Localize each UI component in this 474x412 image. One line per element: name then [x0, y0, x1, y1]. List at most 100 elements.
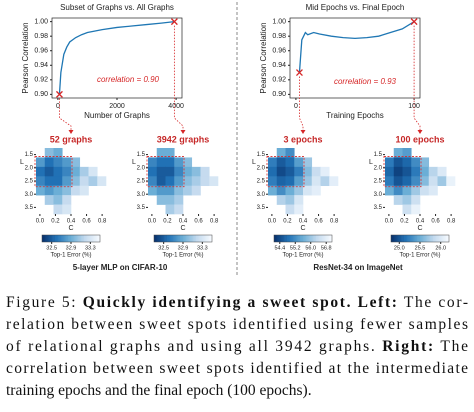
colorbar-step	[424, 235, 427, 242]
colorbar-step	[207, 235, 210, 242]
heatmap-cell	[329, 176, 339, 187]
y-tick-label: 1.00	[272, 18, 286, 25]
colorbar-step	[327, 235, 330, 242]
sweet-spot-box	[383, 156, 422, 188]
heatmap-cell	[437, 176, 447, 187]
colorbar-tick-label: 33.3	[197, 245, 208, 251]
colorbar-step	[161, 235, 163, 242]
colorbar-step	[175, 235, 178, 242]
colorbar-step	[324, 235, 327, 242]
heatmap-cell	[62, 157, 72, 168]
y-tick-label: 0.96	[34, 48, 48, 55]
caption-line: correlation between sweet spots identifi…	[6, 360, 468, 377]
colorbar-step	[57, 235, 60, 242]
colorbar-step	[307, 235, 310, 242]
x-tick-label: 4000	[168, 103, 184, 110]
heatmap-cell	[420, 185, 430, 196]
heatmap-cell	[303, 176, 313, 187]
colorbar-step	[178, 235, 181, 242]
arrow-head	[68, 130, 74, 134]
heatmap-cell	[148, 166, 158, 177]
colorbar-label: Top-1 Error (%)	[399, 253, 440, 259]
heatmap-cell	[79, 176, 89, 187]
y-axis-label: L	[369, 159, 373, 166]
colorbar-step	[443, 235, 445, 242]
colorbar-step	[168, 235, 171, 242]
heatmap-cell	[62, 195, 72, 205]
colorbar-step	[435, 235, 438, 242]
colorbar-step	[395, 235, 398, 242]
heatmap-cell	[44, 185, 54, 196]
data-line	[58, 20, 175, 95]
colorbar-step	[44, 235, 47, 242]
caption-segment: training epochs and the final epoch (100…	[6, 382, 312, 399]
colorbar-step	[159, 235, 162, 242]
heatmap-cell	[156, 166, 166, 177]
colorbar-step	[405, 235, 408, 242]
caption-line: training epochs and the final epoch (100…	[6, 382, 312, 399]
colorbar-step	[155, 235, 158, 242]
heatmap-cell	[174, 176, 184, 187]
colorbar-label: Top-1 Error (%)	[162, 253, 203, 259]
heatmap-cell	[209, 176, 219, 187]
arrow-head	[417, 130, 423, 134]
colorbar-step	[414, 235, 416, 242]
heatmap-cell	[402, 166, 412, 177]
colorbar-step	[73, 235, 76, 242]
colorbar-step	[401, 235, 403, 242]
heatmap-cell	[402, 185, 412, 196]
colorbar-step	[193, 235, 195, 242]
heatmap-cell	[393, 185, 403, 196]
colorbar-step	[156, 235, 159, 242]
colorbar-step	[89, 235, 92, 242]
colorbar-step	[326, 235, 328, 242]
data-line	[298, 21, 415, 73]
heatmap-cell	[71, 176, 81, 187]
y-tick-label: 2.5	[257, 179, 266, 185]
colorbar-step	[71, 235, 73, 242]
heatmap-cell	[165, 148, 175, 158]
colorbar-step	[409, 235, 412, 242]
colorbar-step	[63, 235, 66, 242]
y-tick-label: 0.96	[272, 48, 286, 55]
colorbar-step	[49, 235, 51, 242]
heatmap-cell	[36, 185, 46, 196]
colorbar-step	[421, 235, 424, 242]
x-tick-label: 0.8	[98, 219, 107, 225]
colorbar-tick-label: 54.4	[274, 245, 285, 251]
panel-label: ResNet-34 on ImageNet	[313, 263, 403, 272]
x-tick-label: 0.0	[268, 219, 277, 225]
annotation: correlation = 0.93	[334, 77, 397, 86]
heatmap-cell	[311, 176, 321, 187]
y-axis-label: L	[252, 159, 256, 166]
colorbar-step	[167, 235, 169, 242]
caption-segment: Quickly identifying a sweet spot. Left:	[83, 294, 397, 311]
colorbar-step	[65, 235, 67, 242]
x-tick-label: 0.6	[314, 219, 323, 225]
marker	[295, 69, 303, 77]
colorbar-step	[425, 235, 428, 242]
colorbar-step	[411, 235, 414, 242]
heatmap-cell	[393, 148, 403, 158]
y-tick-label: 0.94	[34, 62, 48, 69]
marker	[55, 90, 63, 98]
arrow	[413, 25, 421, 131]
y-tick-label: 0.90	[272, 91, 286, 98]
colorbar-step	[94, 235, 96, 242]
y-tick-label: 3.0	[374, 192, 383, 198]
colorbar-step	[276, 235, 279, 242]
colorbar-step	[274, 235, 276, 242]
colorbar-step	[440, 235, 443, 242]
y-tick-label: 0.90	[34, 91, 48, 98]
colorbar-step	[62, 235, 65, 242]
heatmap-cell	[320, 176, 330, 187]
heatmap-cell	[285, 185, 295, 196]
x-tick-label: 0.0	[148, 219, 157, 225]
heatmap-cell	[183, 185, 193, 196]
colorbar-step	[154, 235, 156, 242]
heatmap-cell	[156, 185, 166, 196]
x-axis-label: C	[300, 225, 305, 232]
heatmap-cell	[165, 185, 175, 196]
colorbar-step	[311, 235, 314, 242]
